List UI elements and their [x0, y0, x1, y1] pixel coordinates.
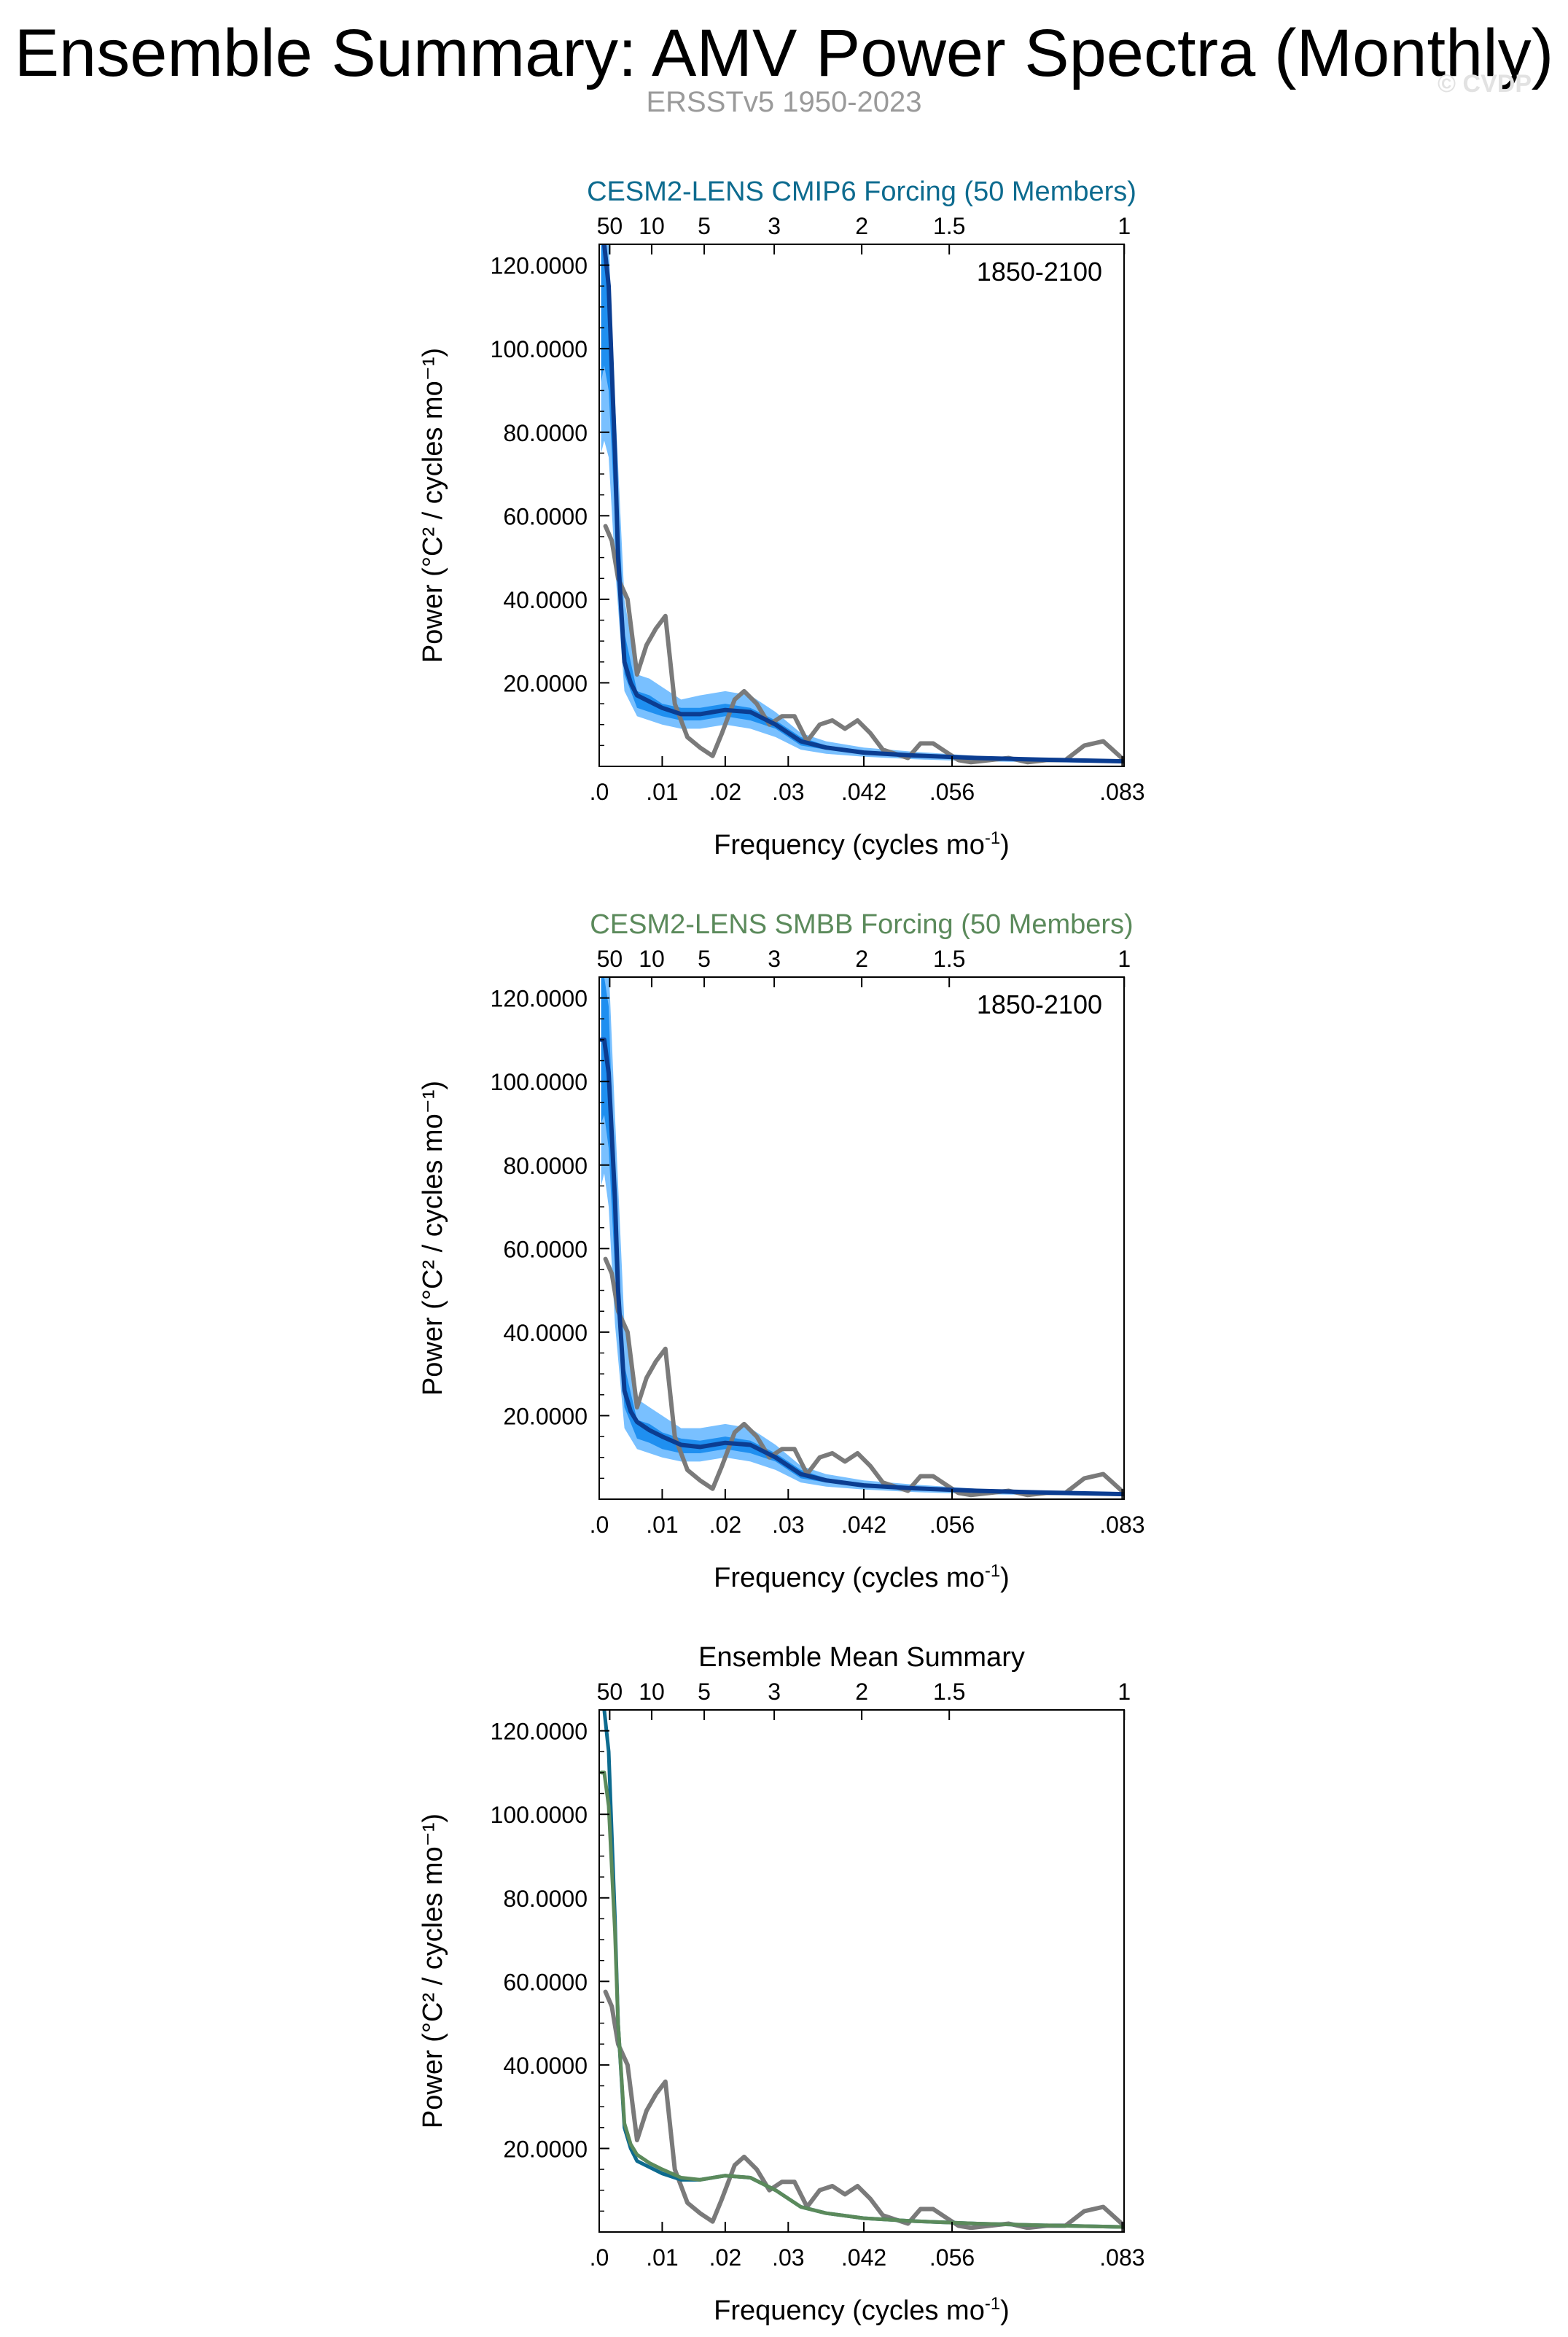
plot-frame	[598, 976, 1125, 1500]
chart-panel-3: 20.0000 40.0000 60.0000 80.0000 100.0000 120.…	[418, 1642, 1145, 2326]
period-annotation: 1850-2100	[977, 257, 1102, 287]
chart-title: CESM2-LENS CMIP6 Forcing (50 Members)	[587, 176, 1136, 207]
y-tick-label: 40.0000	[503, 2053, 588, 2079]
x-tick-label: .083	[1099, 1512, 1144, 1538]
period-tick-label: 10	[639, 213, 665, 239]
watermark: © CVDP	[1438, 70, 1532, 98]
x-tick-label: .01	[646, 779, 678, 805]
chart-title: CESM2-LENS SMBB Forcing (50 Members)	[590, 909, 1133, 940]
observed-line	[603, 524, 1124, 765]
page-subtitle: ERSSTv5 1950-2023	[646, 86, 922, 118]
y-tick-label: 120.0000	[491, 986, 588, 1012]
period-tick-label: 2	[855, 946, 868, 972]
chart-panel-2: 20.0000 40.0000 60.0000 80.0000 100.0000 120.…	[418, 909, 1145, 1593]
plot-area	[601, 244, 1124, 765]
page-title: Ensemble Summary: AMV Power Spectra (Mon…	[14, 16, 1554, 90]
period-tick-label: 1	[1118, 1679, 1131, 1705]
y-axis-label: Power (°C² / cycles mo⁻¹)	[418, 348, 448, 663]
y-tick-label: 20.0000	[503, 670, 588, 696]
x-tick-label: .042	[841, 1512, 886, 1538]
cmip6-mean-line	[601, 1710, 1124, 2229]
period-tick-label: 3	[768, 213, 781, 239]
smbb-mean-line	[599, 1770, 1124, 2229]
period-tick-label: 10	[639, 1679, 665, 1705]
x-tick-label: .056	[929, 1512, 975, 1538]
y-tick-label: 20.0000	[503, 1403, 588, 1429]
y-tick-label: 60.0000	[503, 503, 588, 529]
x-axis-label: Frequency (cycles mo-1)	[714, 828, 1010, 860]
y-axis-label: Power (°C² / cycles mo⁻¹)	[418, 1081, 448, 1396]
x-tick-label: .0	[590, 1512, 609, 1538]
ensemble-mean-line	[601, 244, 1124, 764]
spread-band-inner	[601, 977, 1124, 1496]
plot-area	[599, 1710, 1124, 2231]
y-tick-label: 60.0000	[503, 1236, 588, 1262]
x-axis-label: Frequency (cycles mo-1)	[714, 1561, 1010, 1593]
observed-line	[603, 1989, 1124, 2231]
period-tick-label: 1.5	[933, 946, 965, 972]
x-tick-label: .01	[646, 1512, 678, 1538]
x-tick-label: .0	[590, 2244, 609, 2271]
x-tick-label: .0	[590, 779, 609, 805]
period-tick-label: 5	[698, 946, 711, 972]
period-tick-label: 1.5	[933, 1679, 965, 1705]
period-tick-label: 3	[768, 1679, 781, 1705]
x-tick-label: .02	[709, 1512, 741, 1538]
y-tick-label: 120.0000	[491, 253, 588, 279]
period-tick-label: 50	[597, 1679, 623, 1705]
chart-panel-1: 20.0000 40.0000 60.0000 80.0000 100.0000 120.…	[418, 176, 1145, 860]
y-tick-label: 120.0000	[491, 1719, 588, 1745]
observed-line	[603, 1256, 1124, 1498]
y-tick-label: 80.0000	[503, 1153, 588, 1179]
y-tick-label: 20.0000	[503, 2136, 588, 2162]
x-tick-label: .03	[772, 1512, 804, 1538]
spread-band-outer	[601, 244, 1124, 763]
x-tick-label: .056	[929, 2244, 975, 2271]
plot-area	[599, 977, 1124, 1498]
x-tick-label: .03	[772, 2244, 804, 2271]
y-tick-label: 40.0000	[503, 587, 588, 613]
period-tick-label: 2	[855, 213, 868, 239]
x-tick-label: .03	[772, 779, 804, 805]
period-tick-label: 1	[1118, 946, 1131, 972]
x-axis-label: Frequency (cycles mo-1)	[714, 2294, 1010, 2326]
x-tick-label: .02	[709, 779, 741, 805]
spread-band-outer	[601, 977, 1124, 1496]
y-tick-label: 80.0000	[503, 420, 588, 446]
period-tick-label: 3	[768, 946, 781, 972]
x-tick-label: .083	[1099, 2244, 1144, 2271]
y-tick-label: 80.0000	[503, 1886, 588, 1912]
y-tick-label: 100.0000	[491, 336, 588, 362]
period-tick-label: 50	[597, 946, 623, 972]
period-tick-label: 2	[855, 1679, 868, 1705]
x-tick-label: .042	[841, 2244, 886, 2271]
y-tick-label: 60.0000	[503, 1969, 588, 1995]
period-tick-label: 5	[698, 213, 711, 239]
period-tick-label: 1.5	[933, 213, 965, 239]
period-tick-label: 10	[639, 946, 665, 972]
y-tick-label: 40.0000	[503, 1320, 588, 1346]
period-annotation: 1850-2100	[977, 989, 1102, 1019]
y-tick-label: 100.0000	[491, 1802, 588, 1828]
y-tick-label: 100.0000	[491, 1069, 588, 1095]
x-tick-label: .056	[929, 779, 975, 805]
x-tick-label: .083	[1099, 779, 1144, 805]
plot-frame	[598, 1709, 1125, 2233]
y-axis-label: Power (°C² / cycles mo⁻¹)	[418, 1813, 448, 2128]
plot-frame	[598, 244, 1125, 767]
period-tick-label: 1	[1118, 213, 1131, 239]
ensemble-mean-line	[599, 1037, 1124, 1497]
period-tick-label: 5	[698, 1679, 711, 1705]
spread-band-inner	[601, 244, 1124, 763]
x-tick-label: .01	[646, 2244, 678, 2271]
chart-title: Ensemble Mean Summary	[698, 1642, 1025, 1673]
x-tick-label: .042	[841, 779, 886, 805]
x-tick-label: .02	[709, 2244, 741, 2271]
period-tick-label: 50	[597, 213, 623, 239]
